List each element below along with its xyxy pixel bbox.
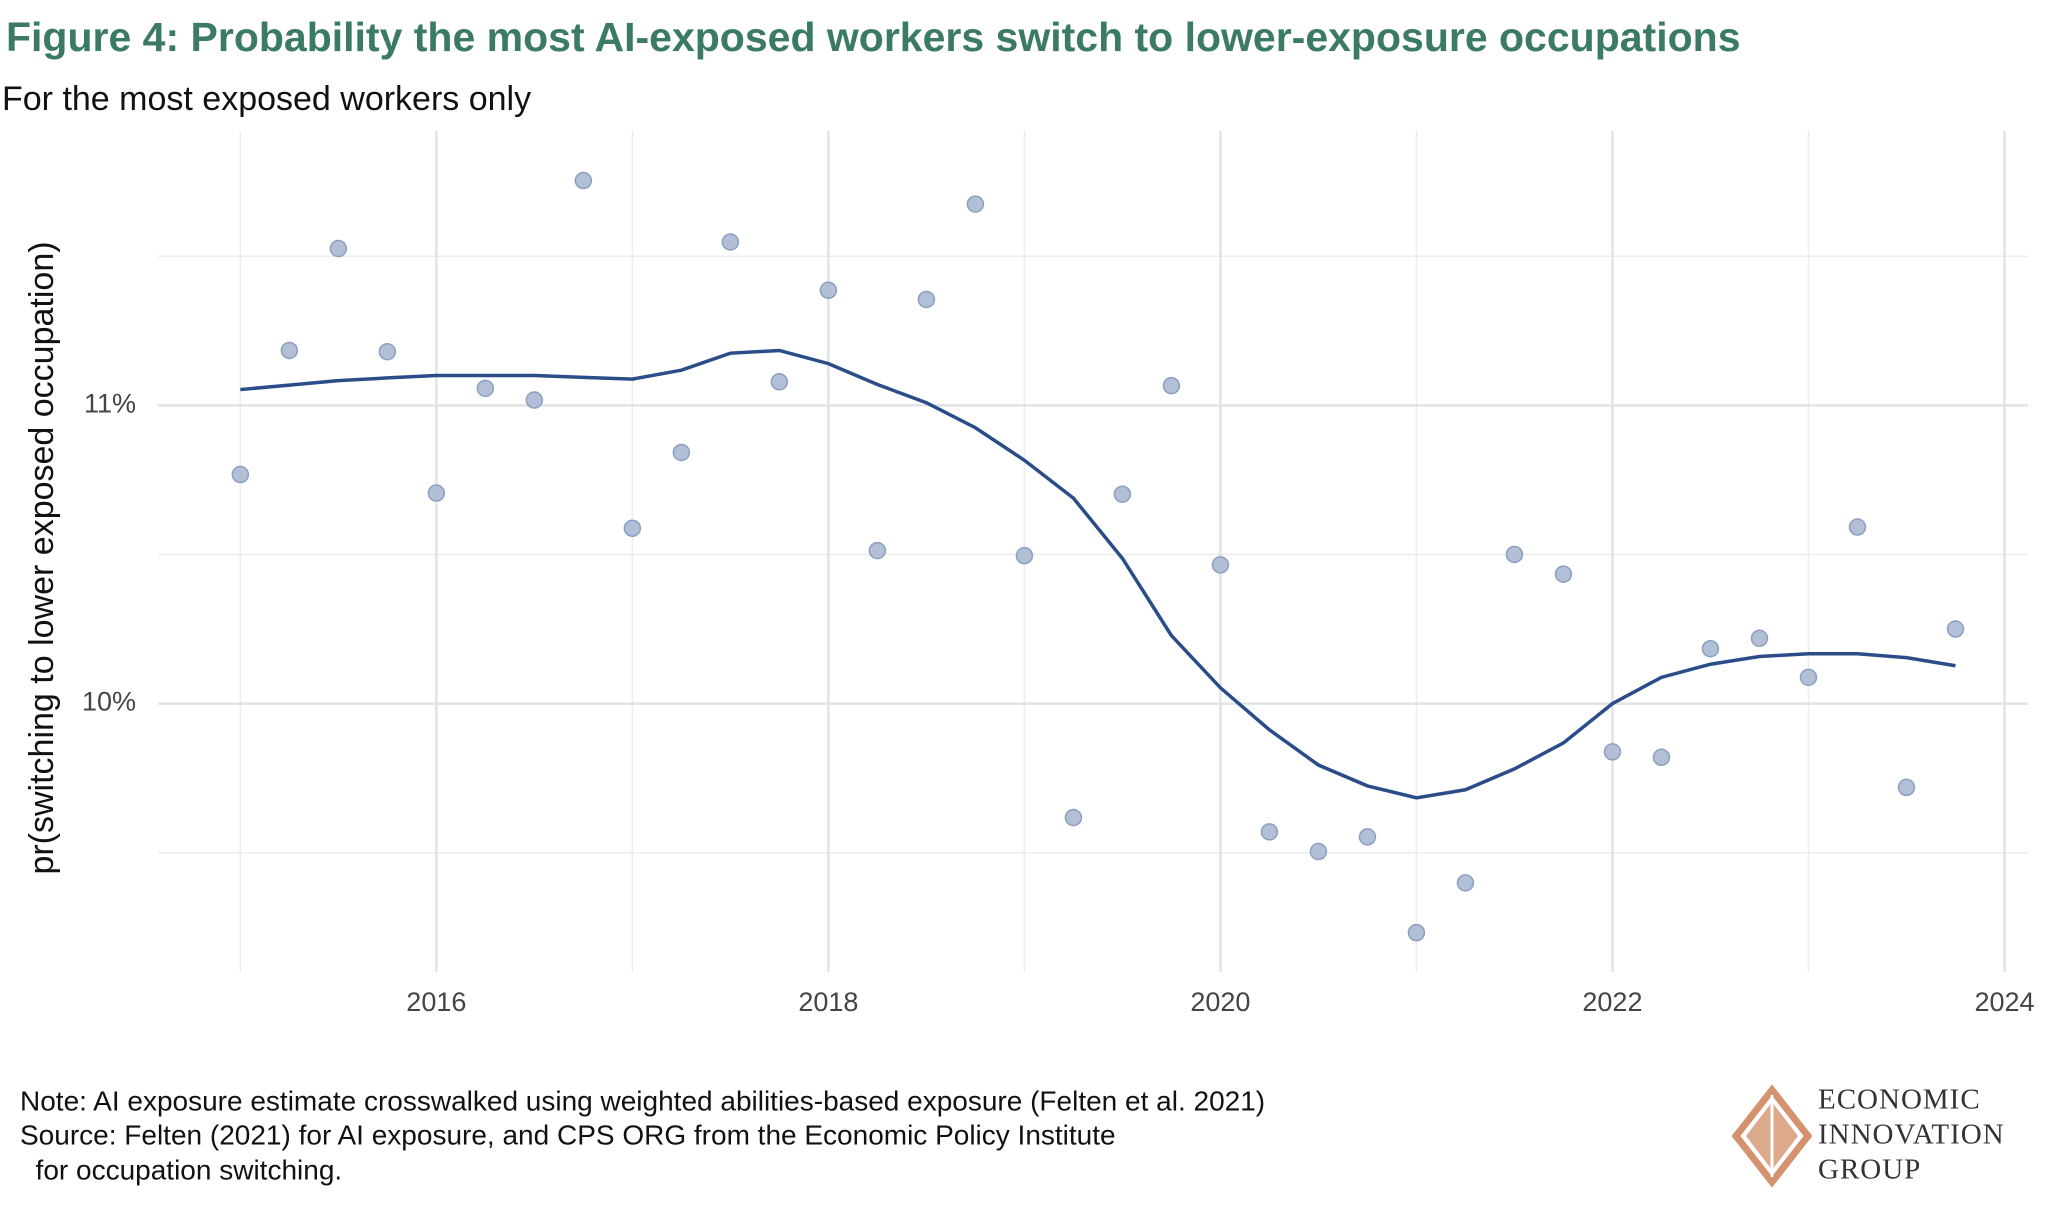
point	[1407, 923, 1426, 942]
point	[1701, 639, 1720, 658]
chart-title: Figure 4: Probability the most AI-expose…	[6, 14, 1741, 60]
point	[1750, 629, 1769, 648]
logo: ECONOMIC INNOVATION GROUP	[1731, 1084, 2005, 1188]
point	[1162, 376, 1181, 395]
x-tick-label: 2022	[1582, 987, 1642, 1017]
point	[868, 541, 887, 560]
x-tick-label: 2016	[406, 987, 466, 1017]
point	[1358, 828, 1377, 846]
y-axis-label: pr(switching to lower exposed occupation…	[23, 241, 61, 874]
point	[427, 484, 446, 502]
point	[1652, 748, 1671, 767]
x-tick-label: 2020	[1190, 987, 1250, 1017]
chart-subtitle: For the most exposed workers only	[2, 80, 531, 118]
point	[280, 341, 299, 360]
point	[378, 342, 397, 361]
point	[1897, 778, 1916, 797]
point	[1015, 546, 1034, 565]
point	[1848, 518, 1867, 536]
point	[231, 465, 250, 484]
point	[721, 233, 740, 251]
point	[1309, 842, 1328, 861]
logo-text: INNOVATION	[1818, 1119, 2005, 1151]
point	[1456, 874, 1475, 892]
point	[1799, 668, 1818, 687]
x-tick-label: 2024	[1974, 987, 2034, 1017]
point	[1554, 565, 1573, 583]
point	[1064, 808, 1083, 827]
note-line: Source: Felten (2021) for AI exposure, a…	[20, 1119, 1116, 1150]
y-tick-label: 11%	[84, 388, 136, 418]
point	[819, 281, 838, 300]
y-tick-label: 10%	[82, 687, 136, 717]
trend-line	[240, 348, 1956, 800]
point	[1113, 485, 1132, 503]
note-line: for occupation switching.	[20, 1154, 342, 1185]
note-line: Note: AI exposure estimate crosswalked u…	[20, 1085, 1265, 1116]
point	[476, 379, 495, 398]
point	[966, 195, 985, 213]
logo-text: ECONOMIC	[1818, 1084, 1981, 1116]
point	[917, 290, 936, 309]
point	[672, 443, 691, 462]
point	[770, 373, 789, 391]
point	[329, 239, 348, 258]
point	[1946, 620, 1965, 638]
x-tick-label: 2018	[798, 987, 858, 1017]
point	[1211, 556, 1230, 574]
notes: Note: AI exposure estimate crosswalked u…	[20, 1085, 1265, 1185]
point	[623, 519, 642, 537]
point	[1603, 743, 1622, 761]
logo-text: GROUP	[1818, 1154, 1921, 1186]
logo-diamond	[1731, 1084, 1813, 1188]
point	[1505, 545, 1524, 564]
point	[525, 391, 544, 409]
point	[574, 171, 593, 190]
point	[1260, 823, 1279, 841]
